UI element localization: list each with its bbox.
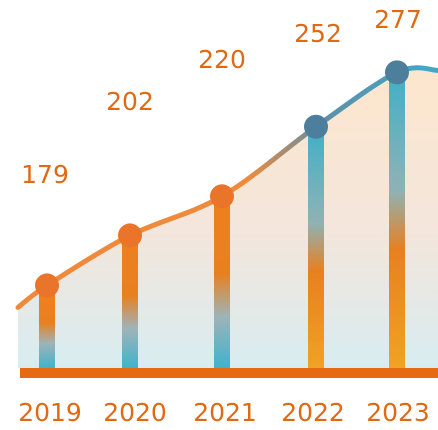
marker-2021 <box>210 184 234 209</box>
marker-2022 <box>304 114 328 139</box>
marker-2020 <box>118 223 142 248</box>
year-label-2020: 2020 <box>103 398 167 427</box>
value-label-2021: 220 <box>198 45 246 74</box>
year-label-2019: 2019 <box>18 398 82 427</box>
baseline <box>20 368 438 378</box>
bars-group <box>39 72 405 369</box>
marker-2023 <box>385 60 409 85</box>
markers-group <box>35 60 409 298</box>
year-label-2021: 2021 <box>193 398 257 427</box>
bar-2020 <box>122 235 138 368</box>
value-label-2019: 179 <box>21 160 69 189</box>
value-label-2023: 277 <box>374 5 422 34</box>
bar-2022 <box>308 126 324 368</box>
marker-2019 <box>35 273 59 298</box>
value-label-2022: 252 <box>294 19 342 48</box>
year-label-2023: 2023 <box>366 398 430 427</box>
bar-2021 <box>214 196 230 368</box>
year-labels-group: 2019 2020 2021 2022 2023 <box>18 398 430 427</box>
year-label-2022: 2022 <box>281 398 345 427</box>
value-label-2020: 202 <box>106 87 154 116</box>
value-labels-group: 179 202 220 252 277 <box>21 5 422 189</box>
bar-2023 <box>389 72 405 369</box>
bar-2019 <box>39 285 55 368</box>
